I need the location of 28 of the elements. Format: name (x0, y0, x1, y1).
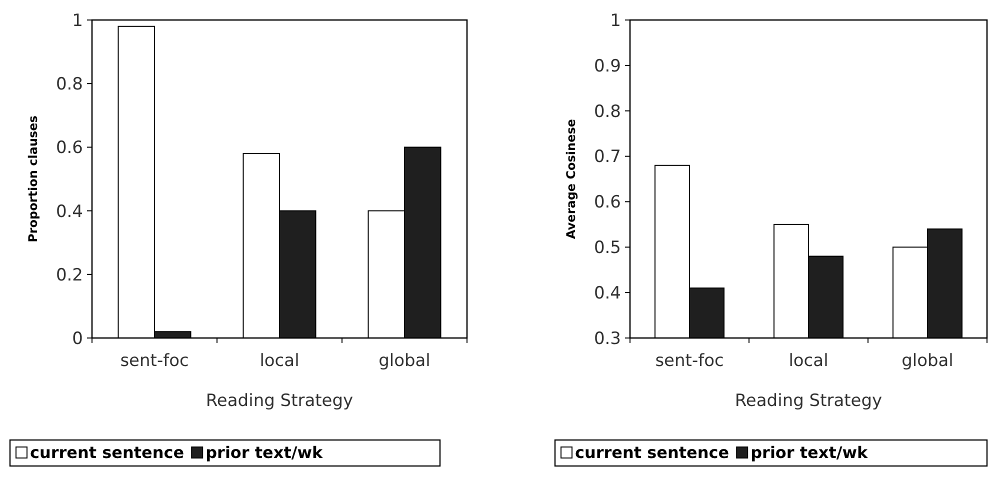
y-tick-label: 0.4 (594, 284, 621, 304)
x-tick-label: local (260, 351, 300, 371)
legend-label: current sentence (575, 443, 730, 462)
y-tick-label: 0.3 (594, 328, 621, 349)
y-axis-title: Proportion clauses (26, 116, 40, 242)
y-tick-label: 0.8 (56, 74, 83, 95)
legend-label: prior text/wk (206, 443, 323, 462)
y-tick-label: 0.4 (56, 202, 83, 222)
y-tick-label: 1 (72, 10, 83, 31)
y-tick-label: 0.2 (56, 265, 83, 286)
y-tick-label: 0.8 (594, 102, 621, 122)
x-axis-title: Reading Strategy (734, 391, 882, 411)
y-axis-title: Average Cosinese (564, 118, 578, 240)
x-tick-label: local (788, 351, 828, 371)
x-tick-label: global (378, 351, 430, 371)
x-tick-label: sent-foc (120, 351, 189, 371)
y-tick-label: 0.9 (594, 56, 621, 76)
y-tick-label: 0.6 (594, 192, 621, 213)
y-tick-label: 1 (610, 10, 621, 31)
y-tick-label: 0 (72, 328, 83, 349)
legend-label: current sentence (30, 443, 184, 462)
y-tick-label: 0.6 (56, 138, 83, 158)
y-tick-label: 0.7 (594, 147, 621, 168)
x-tick-label: sent-foc (655, 351, 724, 371)
x-axis-title: Reading Strategy (206, 391, 354, 411)
legend-label: prior text/wk (750, 443, 868, 462)
x-tick-label: global (902, 351, 954, 371)
y-tick-label: 0.5 (594, 238, 621, 258)
